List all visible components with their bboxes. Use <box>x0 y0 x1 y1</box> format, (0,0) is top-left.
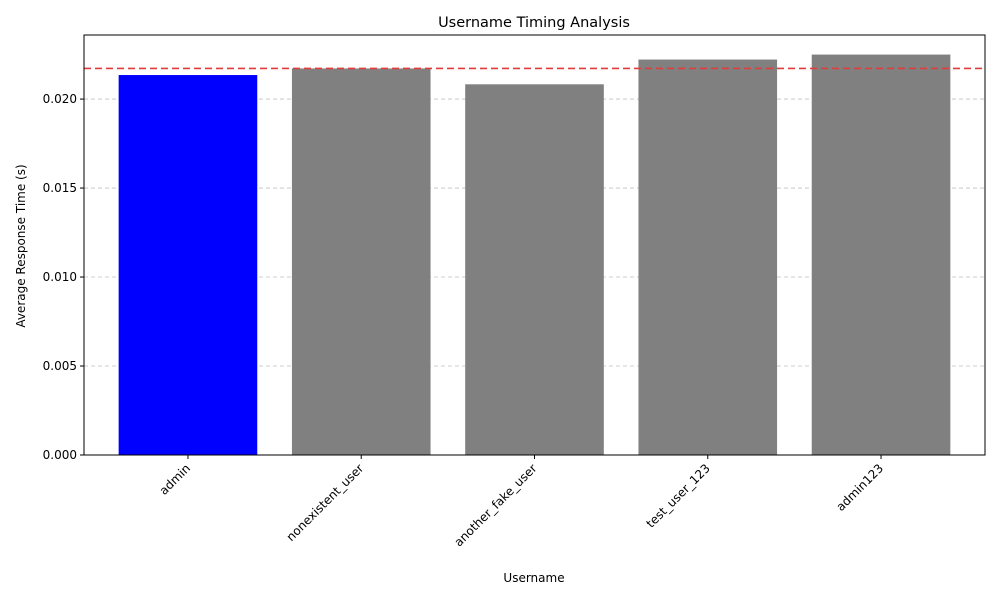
y-tick-label: 0.005 <box>43 359 77 373</box>
bar-test_user_123 <box>638 59 778 455</box>
x-axis-label: Username <box>503 571 564 585</box>
bar-admin <box>118 75 258 456</box>
bar-another_fake_user <box>465 84 604 456</box>
x-tick-label: test_user_123 <box>644 461 713 530</box>
x-tick-label: admin123 <box>833 461 886 514</box>
y-axis: 0.000 0.005 0.010 0.015 0.020 <box>43 92 84 462</box>
y-tick-label: 0.000 <box>43 448 77 462</box>
y-tick-label: 0.010 <box>43 270 77 284</box>
y-tick-label: 0.015 <box>43 181 77 195</box>
y-tick-label: 0.020 <box>43 92 77 106</box>
bar-admin123 <box>811 54 951 456</box>
y-axis-label: Average Response Time (s) <box>14 164 28 327</box>
x-tick-label: another_fake_user <box>452 461 540 549</box>
chart-title: Username Timing Analysis <box>438 15 630 31</box>
x-axis: admin nonexistent_user another_fake_user te… <box>157 455 886 549</box>
bar-nonexistent_user <box>291 68 431 455</box>
x-tick-label: admin <box>157 461 193 497</box>
x-tick-label: nonexistent_user <box>284 461 367 544</box>
bars <box>118 54 951 456</box>
